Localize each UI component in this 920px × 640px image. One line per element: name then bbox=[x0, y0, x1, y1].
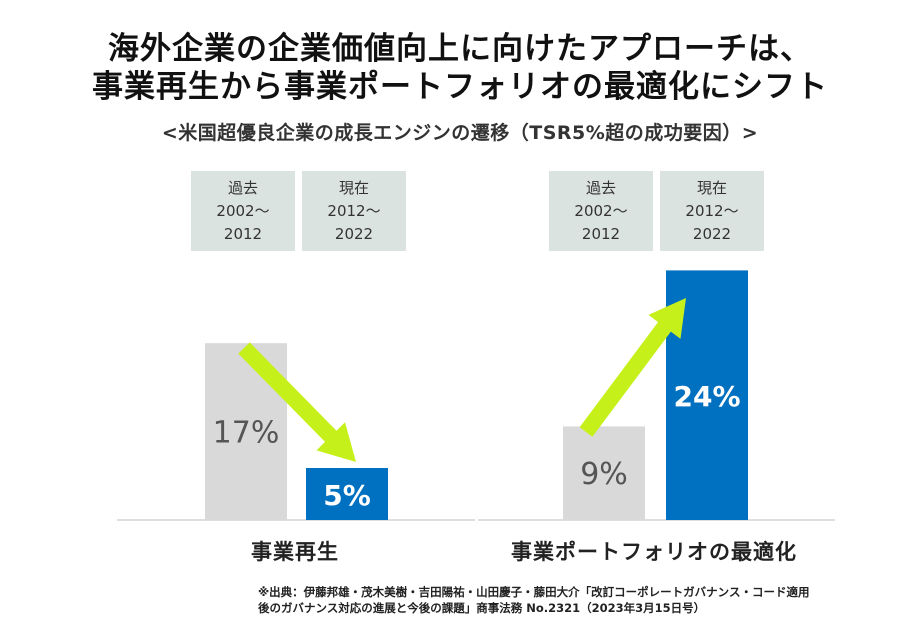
period-box-past-1: 過去 2002～ 2012 bbox=[191, 171, 295, 251]
data-label-past-2: 9% bbox=[580, 457, 628, 492]
period-start: 2002～ bbox=[574, 201, 628, 220]
period-label: 現在 bbox=[338, 178, 369, 197]
title-line-2: 事業再生から事業ポートフォリオの最適化にシフト bbox=[92, 69, 828, 105]
data-label-present-2: 24% bbox=[673, 380, 740, 413]
period-start: 2012～ bbox=[327, 201, 381, 220]
source-footnote: ※出典：伊藤邦雄・茂木美樹・吉田陽祐・山田慶子・藤田大介「改訂コーポレートガバナ… bbox=[258, 584, 898, 616]
title-line-1: 海外企業の企業価値向上に向けたアプローチは、 bbox=[108, 31, 812, 67]
arrow-down bbox=[238, 342, 356, 462]
bar-present-1 bbox=[306, 468, 388, 520]
page-title: 海外企業の企業価値向上に向けたアプローチは、 事業再生から事業ポートフォリオの最… bbox=[0, 30, 920, 106]
category-label-2: 事業ポートフォリオの最適化 bbox=[511, 540, 797, 564]
period-end: 2022 bbox=[334, 224, 374, 243]
period-label: 過去 bbox=[585, 178, 616, 197]
footnote-line-1: ※出典：伊藤邦雄・茂木美樹・吉田陽祐・山田慶子・藤田大介「改訂コーポレートガバナ… bbox=[258, 585, 810, 599]
period-box-present-2: 現在 2012～ 2022 bbox=[660, 171, 764, 251]
data-label-past-1: 17% bbox=[213, 416, 280, 451]
data-label-present-1: 5% bbox=[323, 479, 371, 512]
period-start: 2012～ bbox=[685, 201, 739, 220]
arrow-up bbox=[579, 298, 686, 437]
period-start: 2002～ bbox=[216, 201, 270, 220]
period-box-present-1: 現在 2012～ 2022 bbox=[302, 171, 406, 251]
period-label: 過去 bbox=[227, 178, 258, 197]
bar-past-2 bbox=[563, 426, 645, 520]
category-label-1: 事業再生 bbox=[251, 540, 339, 564]
period-end: 2012 bbox=[581, 224, 621, 243]
period-end: 2022 bbox=[692, 224, 732, 243]
period-box-past-2: 過去 2002～ 2012 bbox=[549, 171, 653, 251]
footnote-line-2: 後のガバナンス対応の進展と今後の課題」商事法務 No.2321（2023年3月1… bbox=[258, 601, 706, 615]
period-end: 2012 bbox=[223, 224, 263, 243]
chart-subtitle: <米国超優良企業の成長エンジンの遷移（TSR5%超の成功要因）> bbox=[161, 122, 759, 144]
period-label: 現在 bbox=[696, 178, 727, 197]
